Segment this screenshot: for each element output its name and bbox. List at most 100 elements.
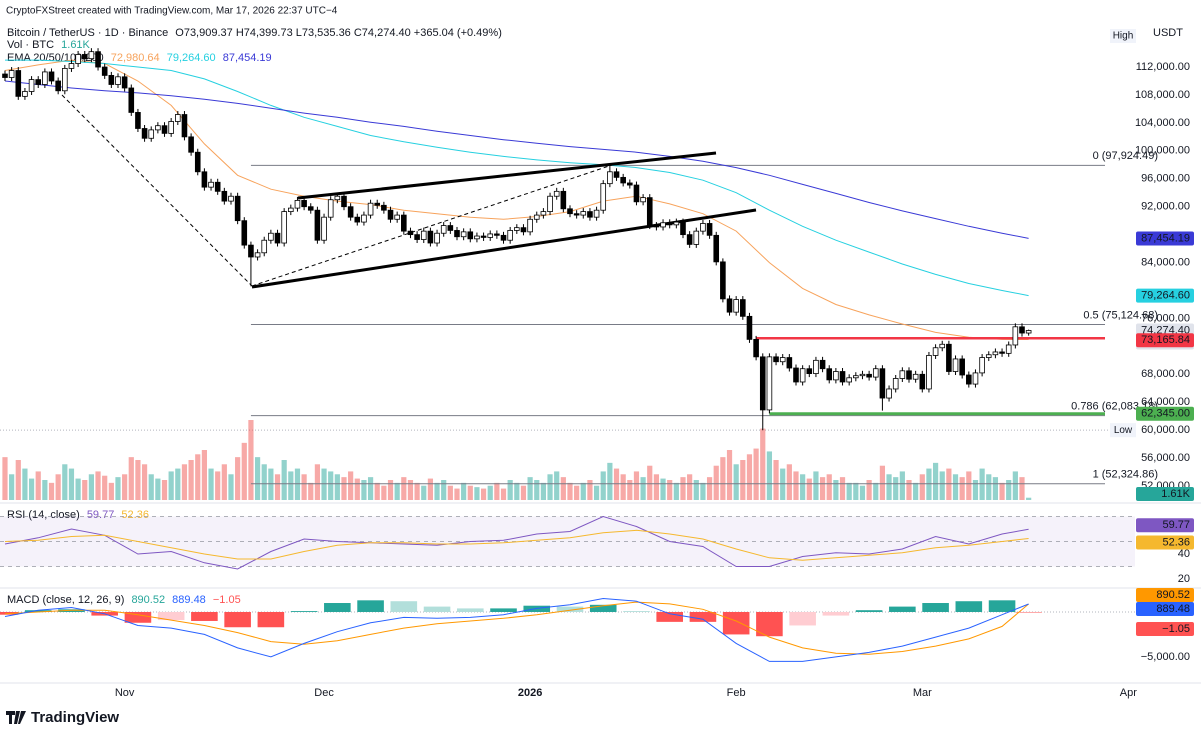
- candle-body: [394, 214, 400, 220]
- candle-body: [806, 368, 813, 375]
- axis-box: [1136, 518, 1194, 533]
- footer: TradingView: [31, 709, 119, 726]
- volume-bar: [932, 462, 939, 500]
- volume-bar: [294, 468, 301, 500]
- volume-bar: [859, 485, 866, 500]
- axis-box: [1136, 621, 1194, 636]
- candle-body: [686, 234, 693, 245]
- candle-body: [540, 211, 547, 216]
- candle-body: [514, 227, 520, 231]
- volume-bar: [75, 478, 81, 500]
- volume-bar: [281, 460, 287, 500]
- macd-histogram-bar: [889, 606, 916, 612]
- candle-body: [201, 171, 208, 188]
- macd-histogram-bar: [290, 611, 318, 612]
- candle-body: [334, 195, 341, 201]
- volume-bar: [886, 474, 892, 500]
- candle-body: [15, 70, 22, 97]
- volume-bar: [893, 477, 899, 500]
- legend-rsi: RSI (14, close) 59.77 52.36: [7, 509, 149, 521]
- volume-bar: [414, 482, 420, 500]
- volume-bar: [979, 468, 985, 500]
- macd-histogram-bar: [124, 611, 152, 623]
- ema-value: 87,454.19: [223, 52, 272, 64]
- axis-box: [1136, 487, 1194, 501]
- volume-bar: [175, 468, 181, 500]
- macd-histogram-bar: [556, 606, 584, 612]
- rsi-title: RSI (14, close): [7, 509, 80, 521]
- volume-bar: [474, 487, 480, 500]
- candle-body: [381, 204, 387, 211]
- volume-bar: [554, 471, 560, 500]
- candle-body: [440, 225, 447, 234]
- candle-body: [181, 114, 188, 138]
- candle-body: [374, 202, 381, 206]
- candle-body: [766, 356, 773, 411]
- volume-bar: [494, 482, 500, 500]
- volume-bar: [687, 474, 693, 500]
- volume-bar: [766, 451, 773, 500]
- candle-body: [813, 359, 819, 375]
- axis-box: [1136, 423, 1194, 438]
- volume-bar: [913, 482, 919, 500]
- candle-body: [281, 211, 287, 244]
- candle-body: [553, 190, 560, 197]
- volume-bar: [879, 465, 886, 500]
- logo-mark: [6, 711, 26, 724]
- y-tick-label: 108,000.00: [1135, 89, 1190, 101]
- macd-value: 890.52: [131, 594, 165, 606]
- y-tick-label: 100,000.00: [1135, 145, 1190, 157]
- candle-body: [839, 371, 846, 383]
- candle-body: [420, 230, 427, 240]
- macd-histogram-bar: [623, 611, 650, 612]
- macd-histogram-bar: [789, 611, 816, 626]
- axis-box-label: 1.61K: [1161, 488, 1190, 500]
- candle-body: [248, 244, 254, 258]
- candle-body: [613, 171, 620, 178]
- volume-bar: [633, 471, 640, 500]
- legend-volume: Vol · BTC 1.61K: [7, 39, 91, 51]
- volume-bar: [574, 485, 580, 500]
- candle-body: [946, 343, 952, 372]
- volume-bar: [434, 482, 440, 500]
- volume-bar: [301, 474, 307, 500]
- volume-bar: [15, 460, 21, 500]
- rsi-value: 59.77: [87, 509, 115, 521]
- volume-bar: [600, 471, 606, 500]
- candle-body: [347, 206, 354, 218]
- volume-bar: [560, 477, 566, 500]
- volume-bar: [115, 477, 121, 500]
- candle-body: [560, 190, 567, 210]
- candle-body: [567, 208, 573, 215]
- volume-bar: [700, 482, 706, 500]
- candle-body: [846, 377, 852, 383]
- volume-bar: [720, 457, 726, 500]
- volume-bar: [141, 464, 148, 500]
- volume-bar: [540, 482, 547, 500]
- candle-body: [912, 373, 919, 380]
- candle-body: [706, 223, 713, 236]
- candle-body: [108, 75, 115, 85]
- candle-body: [101, 66, 108, 76]
- volume-bar: [753, 448, 759, 500]
- candle-body: [414, 234, 420, 240]
- volume-bar: [819, 477, 826, 500]
- candle-body: [826, 368, 833, 381]
- candle-body: [115, 76, 121, 85]
- volume-bar: [534, 480, 540, 500]
- candle-body: [733, 299, 739, 313]
- candle-body: [168, 121, 174, 134]
- candle-body: [467, 231, 474, 240]
- candle-body: [607, 171, 613, 185]
- volume-bar: [441, 480, 447, 500]
- y-tick-label: 64,000.00: [1141, 396, 1190, 408]
- axis-box-label: 87,454.19: [1141, 232, 1190, 244]
- candle-body: [866, 373, 872, 378]
- x-tick-label: Nov: [115, 687, 135, 699]
- volume-bar: [833, 480, 839, 500]
- volume-bar: [148, 474, 154, 500]
- candle-body: [341, 195, 347, 208]
- axis-box: [1136, 602, 1194, 617]
- volume-bar: [873, 482, 879, 500]
